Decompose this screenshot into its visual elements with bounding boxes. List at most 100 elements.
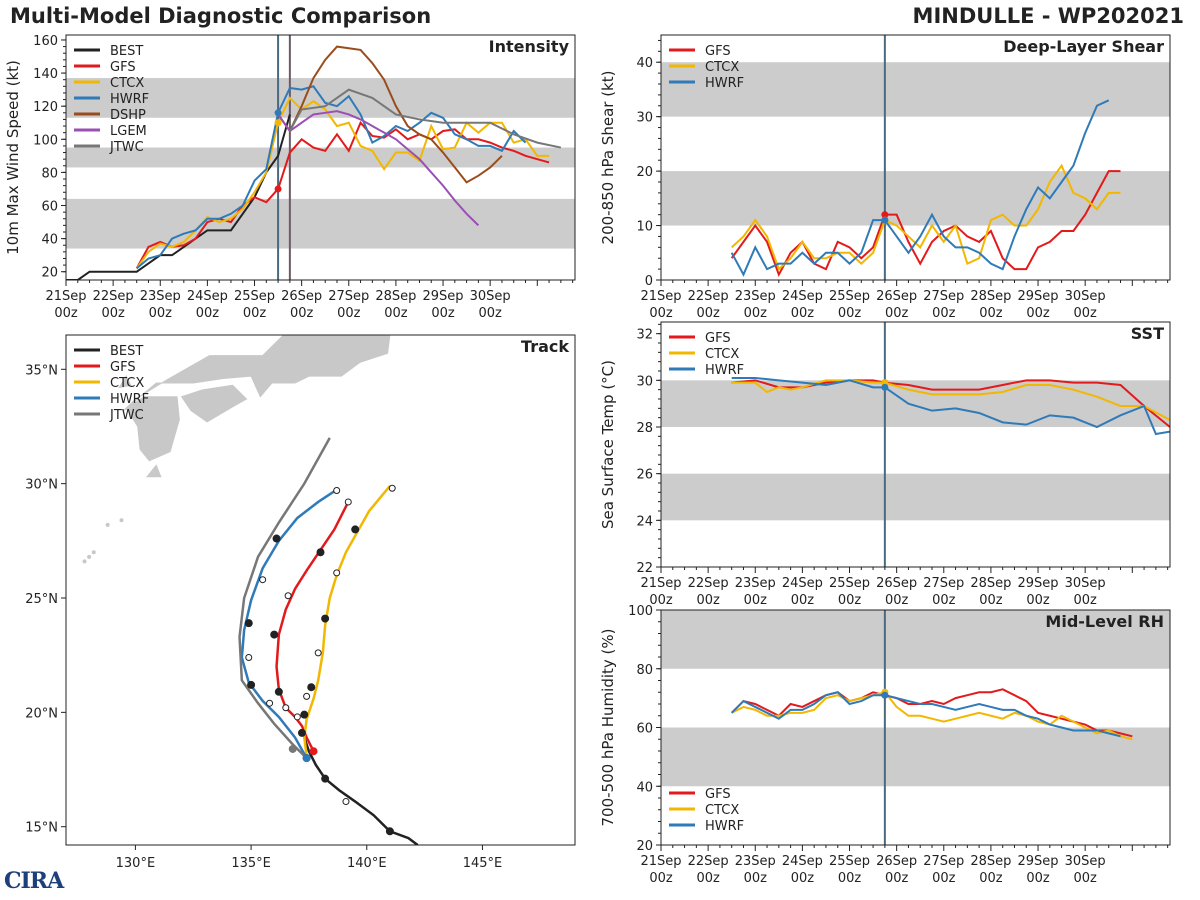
series-line-hwrf <box>730 99 1110 277</box>
track-point-gfs <box>293 713 301 721</box>
y-axis-label: 700-500 hPa Humidity (%) <box>599 628 617 826</box>
x-tick-label: 00z <box>885 593 909 608</box>
plot-frame <box>65 34 576 281</box>
track-point-gfs <box>270 630 279 639</box>
x-tick-label: 00z <box>838 593 862 608</box>
x-tick-label: 30Sep <box>1065 854 1106 869</box>
y-axis-label: 200-850 hPa Shear (kt) <box>599 71 617 245</box>
x-tick-label: 00z <box>979 871 1003 886</box>
y-tick-label: 160 <box>33 34 58 49</box>
x-tick-label: 130°E <box>116 856 156 871</box>
y-tick-label: 40 <box>636 780 653 795</box>
x-tick-label: 00z <box>744 593 768 608</box>
x-tick-label: 24Sep <box>782 854 823 869</box>
track-point-ctcx <box>303 692 311 700</box>
x-tick-label: 28Sep <box>970 576 1011 591</box>
y-axis-label: 10m Max Wind Speed (kt) <box>4 60 22 255</box>
land-mass <box>125 396 180 462</box>
legend-label-ctcx: CTCX <box>705 347 739 362</box>
panel-sst: 21Sep 00z 22Sep 00z 23Sep 00z 24Sep 00z 25Sep 00z… <box>599 321 1171 608</box>
x-tick-label: 21Sep <box>640 289 681 304</box>
track-point-hwrf <box>247 680 256 689</box>
y-tick-label: 140 <box>33 67 58 82</box>
x-tick-label: 00z <box>838 306 862 321</box>
x-tick-label: 30Sep <box>1065 576 1106 591</box>
init-point-gfs <box>881 211 889 219</box>
shaded-band <box>66 198 575 249</box>
track-point-best <box>342 798 350 806</box>
x-tick-label: 00z <box>791 593 815 608</box>
x-tick-label: 00z <box>696 306 720 321</box>
y-tick-label: 10 <box>636 220 653 235</box>
init-point-ctcx <box>274 119 282 127</box>
legend-label-lgem: LGEM <box>110 124 147 139</box>
plot-area-rh <box>661 610 1170 845</box>
y-tick-label: 30 <box>636 374 653 389</box>
y-tick-label: 20 <box>636 165 653 180</box>
track-point-best <box>385 827 394 836</box>
x-tick-label: 27Sep <box>923 289 964 304</box>
x-tick-label: 00z <box>649 871 673 886</box>
storm-title: MINDULLE - WP202021 <box>912 4 1184 28</box>
legend-label-hwrf: HWRF <box>110 92 149 107</box>
legend-label-hwrf: HWRF <box>705 363 744 378</box>
track-point-gfs <box>284 592 292 600</box>
x-tick-label: 25Sep <box>829 576 870 591</box>
track-point-jtwc <box>288 744 297 753</box>
x-tick-label: 145°E <box>463 856 503 871</box>
x-tick-label: 24Sep <box>187 289 228 304</box>
legend-label-gfs: GFS <box>110 60 136 75</box>
x-tick-label: 00z <box>885 306 909 321</box>
track-point-hwrf <box>245 653 253 661</box>
plot-area-shear <box>661 35 1170 280</box>
x-tick-label: 29Sep <box>423 289 464 304</box>
y-tick-label: 30 <box>636 111 653 126</box>
series-line-hwrf <box>731 377 1170 436</box>
init-point-hwrf <box>881 691 889 699</box>
x-tick-label: 26Sep <box>876 854 917 869</box>
x-tick-label: 00z <box>1073 593 1097 608</box>
x-tick-label: 00z <box>979 593 1003 608</box>
shaded-band <box>66 147 575 168</box>
x-tick-label: 00z <box>744 306 768 321</box>
x-tick-label: 00z <box>696 871 720 886</box>
island <box>119 518 124 523</box>
land-mass <box>118 375 132 389</box>
plot-frame <box>660 609 1171 846</box>
legend-label-ctcx: CTCX <box>705 60 739 75</box>
track-point-ctcx <box>300 710 309 719</box>
y-tick-label: 28 <box>636 421 653 436</box>
shaded-band <box>661 727 1170 787</box>
x-tick-label: 22Sep <box>688 289 729 304</box>
x-tick-label: 00z <box>384 306 408 321</box>
track-line-ctcx <box>303 485 391 756</box>
x-tick-label: 00z <box>791 306 815 321</box>
y-tick-label: 100 <box>628 604 653 619</box>
track-point-gfs <box>316 548 325 557</box>
cira-logo: CIRA <box>4 868 64 894</box>
x-tick-label: 00z <box>1026 306 1050 321</box>
track-point-ctcx <box>388 484 396 492</box>
track-point-hwrf <box>266 699 274 707</box>
plot-frame <box>660 321 1171 568</box>
x-tick-label: 30Sep <box>470 289 511 304</box>
y-tick-label: 35°N <box>25 363 58 378</box>
x-tick-label: 28Sep <box>375 289 416 304</box>
x-tick-label: 00z <box>431 306 455 321</box>
page-title: Multi-Model Diagnostic Comparison <box>10 4 432 28</box>
x-tick-label: 21Sep <box>45 289 86 304</box>
plot-frame <box>65 334 576 846</box>
x-tick-label: 135°E <box>231 856 271 871</box>
track-line-best <box>303 737 419 845</box>
x-tick-label: 00z <box>932 593 956 608</box>
x-tick-label: 27Sep <box>923 576 964 591</box>
plot-area-sst <box>661 322 1170 567</box>
y-tick-label: 40 <box>41 233 58 248</box>
land-mass <box>123 335 391 411</box>
legend-label-dshp: DSHP <box>110 108 146 123</box>
land-mass <box>180 384 248 423</box>
